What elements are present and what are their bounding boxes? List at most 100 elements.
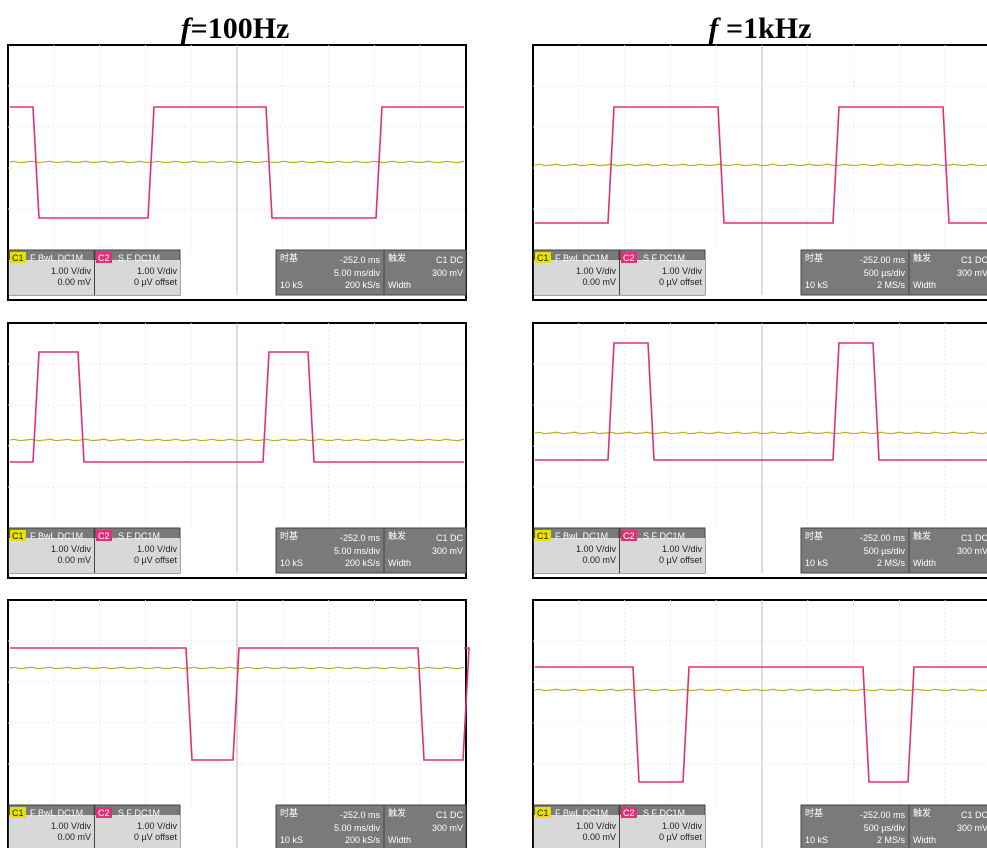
trig-type: Width	[913, 558, 936, 568]
page: {"columns": [ {"title_var": "f", "title_…	[0, 0, 987, 848]
tb-div: 500 µs/div	[864, 268, 906, 278]
ch1-scale: 1.00 V/div	[576, 544, 617, 554]
trig-level: 300 mV	[957, 823, 987, 833]
ch1-mode: F BwL DC1M	[30, 808, 83, 818]
ch2-label: C2	[623, 253, 635, 263]
panel-title: f=100Hz	[181, 12, 290, 45]
tb-label: 时基	[280, 807, 298, 818]
tb-samples: 10 kS	[280, 280, 303, 290]
ch1-mode: F BwL DC1M	[555, 531, 608, 541]
trig-label: 触发	[913, 252, 931, 263]
trig-type: Width	[388, 558, 411, 568]
ch2-label: C2	[98, 253, 110, 263]
tb-div: 5.00 ms/div	[334, 546, 381, 556]
ch1-label: C1	[12, 808, 24, 818]
tb-delay: -252.0 ms	[340, 255, 381, 265]
scope-screen: C1F BwL DC1M1.00 V/div0.00 mVC2S F DC1M1…	[533, 45, 987, 300]
ch2-mode: S F DC1M	[643, 808, 685, 818]
trig-src: C1 DC	[436, 255, 464, 265]
tb-delay: -252.0 ms	[340, 533, 381, 543]
trig-level: 300 mV	[957, 268, 987, 278]
ch2-label: C2	[98, 531, 110, 541]
trig-src: C1 DC	[961, 255, 987, 265]
ch1-mode: F BwL DC1M	[555, 253, 608, 263]
ch1-mode: F BwL DC1M	[555, 808, 608, 818]
tb-label: 时基	[280, 252, 298, 263]
ch2-offset: 0 µV offset	[659, 277, 703, 287]
trig-type: Width	[388, 280, 411, 290]
ch2-mode: S F DC1M	[643, 253, 685, 263]
tb-delay: -252.0 ms	[340, 810, 381, 820]
trig-label: 触发	[388, 807, 406, 818]
ch2-mode: S F DC1M	[118, 808, 160, 818]
trig-level: 300 mV	[432, 268, 463, 278]
ch1-offset: 0.00 mV	[582, 555, 616, 565]
tb-samples: 10 kS	[280, 835, 303, 845]
tb-delay: -252.00 ms	[860, 810, 906, 820]
ch1-scale: 1.00 V/div	[51, 266, 92, 276]
ch1-label: C1	[12, 531, 24, 541]
ch2-offset: 0 µV offset	[134, 555, 178, 565]
tb-div: 500 µs/div	[864, 823, 906, 833]
ch1-label: C1	[12, 253, 24, 263]
tb-rate: 200 kS/s	[345, 835, 381, 845]
tb-label: 时基	[280, 530, 298, 541]
ch1-scale: 1.00 V/div	[576, 821, 617, 831]
trig-level: 300 mV	[957, 546, 987, 556]
ch2-mode: S F DC1M	[643, 531, 685, 541]
ch1-offset: 0.00 mV	[57, 555, 91, 565]
trig-src: C1 DC	[436, 810, 464, 820]
trig-type: Width	[913, 280, 936, 290]
ch2-label: C2	[98, 808, 110, 818]
ch1-scale: 1.00 V/div	[51, 544, 92, 554]
tb-rate: 2 MS/s	[877, 558, 906, 568]
ch2-offset: 0 µV offset	[134, 277, 178, 287]
tb-div: 500 µs/div	[864, 546, 906, 556]
tb-label: 时基	[805, 807, 823, 818]
ch2-mode: S F DC1M	[118, 253, 160, 263]
ch2-scale: 1.00 V/div	[137, 821, 178, 831]
ch2-label: C2	[623, 531, 635, 541]
trig-src: C1 DC	[961, 810, 987, 820]
ch2-scale: 1.00 V/div	[137, 544, 178, 554]
ch1-offset: 0.00 mV	[57, 277, 91, 287]
trig-level: 300 mV	[432, 823, 463, 833]
trig-type: Width	[388, 835, 411, 845]
ch2-scale: 1.00 V/div	[137, 266, 178, 276]
trig-label: 触发	[913, 530, 931, 541]
tb-samples: 10 kS	[280, 558, 303, 568]
ch1-scale: 1.00 V/div	[576, 266, 617, 276]
tb-div: 5.00 ms/div	[334, 268, 381, 278]
ch1-mode: F BwL DC1M	[30, 531, 83, 541]
tb-samples: 10 kS	[805, 558, 828, 568]
trig-level: 300 mV	[432, 546, 463, 556]
ch2-scale: 1.00 V/div	[662, 821, 703, 831]
tb-rate: 200 kS/s	[345, 558, 381, 568]
tb-rate: 200 kS/s	[345, 280, 381, 290]
trig-label: 触发	[913, 807, 931, 818]
tb-label: 时基	[805, 530, 823, 541]
ch1-label: C1	[537, 808, 549, 818]
title-text: =1kHz	[719, 12, 812, 45]
ch2-mode: S F DC1M	[118, 531, 160, 541]
ch1-mode: F BwL DC1M	[30, 253, 83, 263]
ch2-offset: 0 µV offset	[659, 555, 703, 565]
tb-delay: -252.00 ms	[860, 533, 906, 543]
scope-screen: C1F BwL DC1M1.00 V/div0.00 mVC2S F DC1M1…	[533, 600, 987, 848]
ch1-offset: 0.00 mV	[582, 832, 616, 842]
ch2-label: C2	[623, 808, 635, 818]
ch1-offset: 0.00 mV	[57, 832, 91, 842]
ch2-scale: 1.00 V/div	[662, 544, 703, 554]
tb-div: 5.00 ms/div	[334, 823, 381, 833]
tb-label: 时基	[805, 252, 823, 263]
trig-src: C1 DC	[961, 533, 987, 543]
ch1-scale: 1.00 V/div	[51, 821, 92, 831]
trig-src: C1 DC	[436, 533, 464, 543]
ch2-scale: 1.00 V/div	[662, 266, 703, 276]
tb-samples: 10 kS	[805, 835, 828, 845]
ch1-label: C1	[537, 253, 549, 263]
trig-type: Width	[913, 835, 936, 845]
